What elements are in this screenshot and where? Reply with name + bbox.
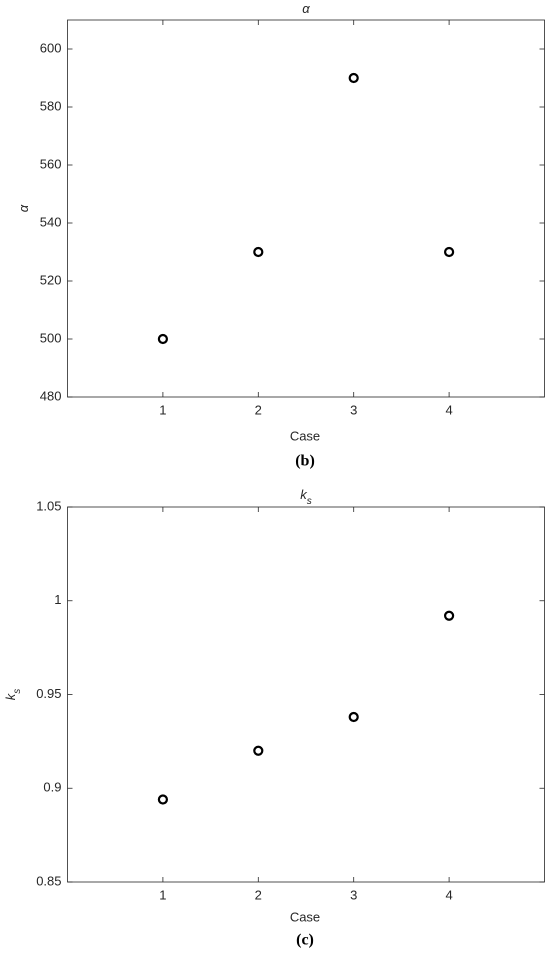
y-tick-label: 0.85 xyxy=(36,873,61,888)
data-point xyxy=(444,246,455,258)
chart-title-main: α xyxy=(302,1,310,16)
x-tick-label: 2 xyxy=(255,887,262,902)
x-tick-label: 2 xyxy=(255,402,262,417)
data-point xyxy=(348,72,359,84)
x-tick-label: 3 xyxy=(350,887,357,902)
y-tick-label: 560 xyxy=(40,156,62,171)
y-axis-label-main: k xyxy=(3,692,18,700)
chart-title-main: k xyxy=(300,487,308,502)
chart-title: α xyxy=(302,1,310,16)
x-tick-label: 4 xyxy=(445,402,452,417)
y-axis-label: ks xyxy=(3,689,22,701)
data-point xyxy=(348,711,359,723)
x-axis-label: Case xyxy=(290,428,320,443)
data-point xyxy=(157,794,168,805)
y-axis-label-main: α xyxy=(16,204,31,212)
data-point xyxy=(253,745,264,756)
y-tick-label: 480 xyxy=(40,388,62,403)
y-tick-label: 600 xyxy=(40,40,62,55)
y-tick-label: 580 xyxy=(40,98,62,113)
figure-caption: (b) xyxy=(295,453,315,470)
y-tick-label: 500 xyxy=(40,330,62,345)
plot-area xyxy=(67,19,545,398)
x-tick-label: 1 xyxy=(159,402,166,417)
x-tick-label: 1 xyxy=(159,887,166,902)
y-axis-label: α xyxy=(16,204,31,212)
y-axis-label-subscript: s xyxy=(12,689,23,694)
chart-title-subscript: s xyxy=(307,496,312,507)
x-axis-label: Case xyxy=(290,909,320,924)
y-tick-label: 1 xyxy=(54,592,61,607)
x-tick-label: 4 xyxy=(445,887,452,902)
y-tick-label: 1.05 xyxy=(36,498,61,513)
figure-caption: (c) xyxy=(296,932,314,949)
data-point xyxy=(253,246,264,258)
chart-title: ks xyxy=(300,487,312,506)
data-point xyxy=(444,610,455,621)
y-tick-label: 540 xyxy=(40,214,62,229)
y-tick-label: 0.95 xyxy=(36,686,61,701)
plot-area xyxy=(67,506,545,883)
y-tick-label: 520 xyxy=(40,272,62,287)
x-tick-label: 3 xyxy=(350,402,357,417)
y-tick-label: 0.9 xyxy=(43,780,61,795)
data-point xyxy=(157,333,168,345)
